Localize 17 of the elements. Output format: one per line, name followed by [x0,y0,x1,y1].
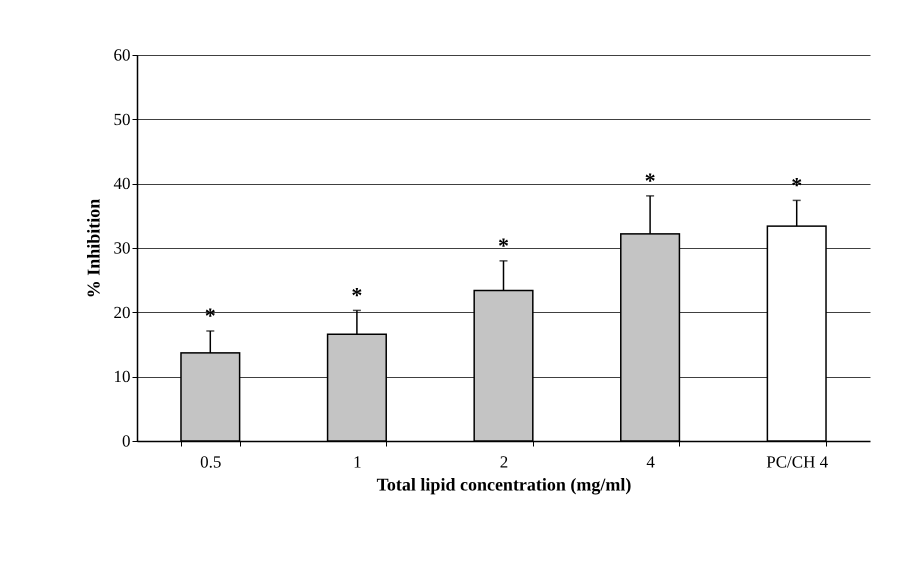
x-tick-label: 4 [646,452,656,472]
x-tick-label: PC/CH 4 [766,452,829,472]
x-tick-label: 1 [353,452,362,472]
y-axis-title: % Inhibition [84,198,104,298]
annotation: * [498,232,509,258]
y-tick-label: 50 [114,110,130,129]
x-axis-title: Total lipid concentration (mg/ml) [376,474,632,494]
y-tick-label: 20 [114,302,130,322]
x-tick-label: 2 [500,452,508,472]
y-tick-label: 30 [114,238,130,258]
y-tick-label: 40 [114,174,130,194]
annotation: * [351,282,362,308]
y-tick-label: 0 [122,432,130,450]
annotation: * [644,168,656,193]
y-tick-label: 60 [114,46,130,64]
y-tick-label: 10 [114,367,130,386]
x-tick-label: 0.5 [200,452,222,472]
